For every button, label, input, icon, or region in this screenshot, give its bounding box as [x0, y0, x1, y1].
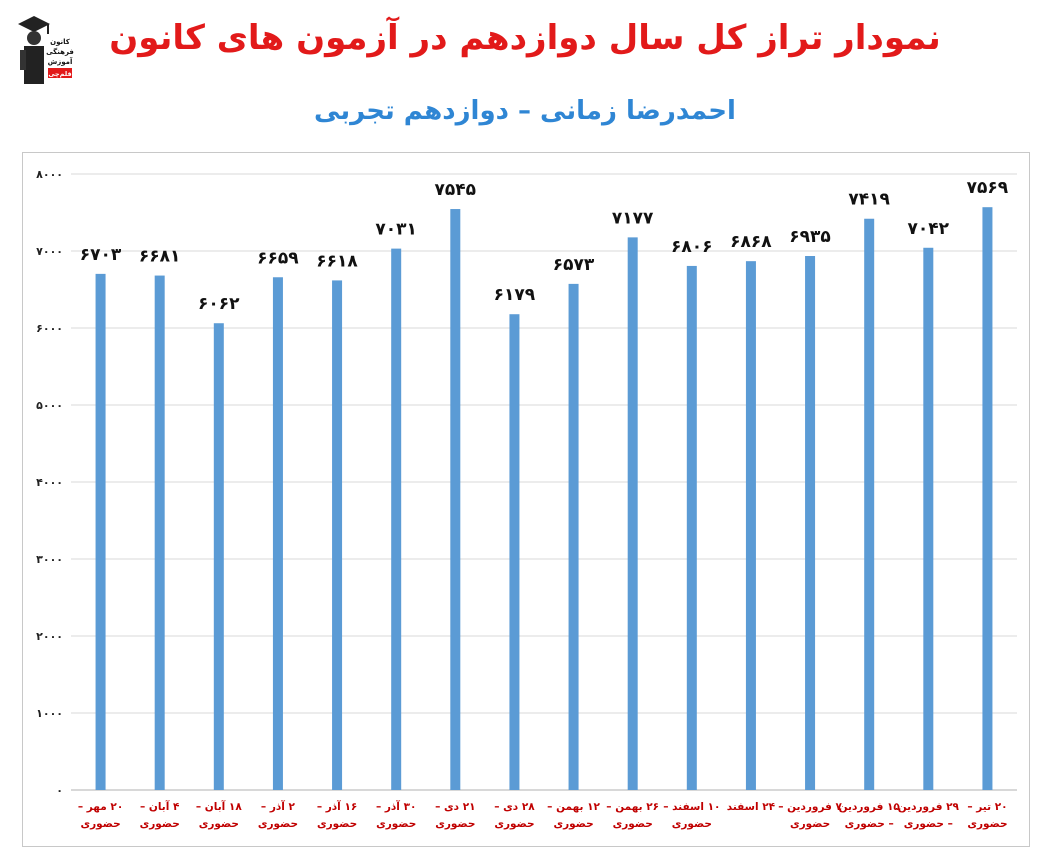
x-tick-label: ۲۸ دی – [494, 801, 535, 813]
logo-text-3: آموزش [48, 57, 73, 66]
bar [213, 323, 224, 790]
x-tick-label: حضوری [258, 818, 298, 830]
chart-area: ۰ ۱۰۰۰ ۲۰۰۰ ۳۰۰۰ ۴۰۰۰ ۵۰۰۰ ۶۰۰۰ ۷۰۰۰ ۸۰۰۰ ۶۷۰۳ ۲۰ … [22, 152, 1030, 847]
x-tick-label: ۲۰ تیر – [967, 801, 1007, 813]
x-tick-label: ۲۶ بهمن – [606, 801, 659, 813]
bar [450, 209, 461, 790]
bar [982, 207, 993, 790]
x-tick-label: ۲۱ دی – [435, 801, 475, 813]
x-tick-label: حضوری [376, 818, 416, 830]
data-label: ۷۱۷۷ [612, 208, 654, 228]
x-tick-label: حضوری [80, 818, 120, 830]
x-tick-label: – حضوری [904, 818, 953, 830]
x-tick-label: ۱۰ اسفند – [663, 801, 720, 813]
x-tick-label: ۲۰ مهر – [78, 801, 123, 813]
x-tick-label: ۲۹ فروردین [898, 801, 960, 813]
bar [332, 280, 343, 790]
data-label: ۶۶۱۸ [316, 251, 358, 271]
y-tick-label: ۶۰۰۰ [36, 322, 63, 335]
bar [568, 283, 579, 790]
x-tick-label: ۱۵ فروردین [839, 801, 901, 813]
y-tick-label: ۷۰۰۰ [36, 245, 63, 258]
y-tick-label: ۸۰۰۰ [36, 168, 63, 181]
x-tick-label: ۲۴ اسفند [727, 801, 776, 813]
x-tick-label: ۳۰ آذر – [376, 800, 416, 813]
x-tick-label: حضوری [317, 818, 357, 830]
bar [686, 265, 697, 790]
data-label: ۷۰۳۱ [375, 220, 417, 240]
bar [864, 218, 875, 790]
x-tick-label: حضوری [199, 818, 239, 830]
bar [154, 275, 165, 790]
data-label: ۶۰۶۲ [198, 294, 240, 314]
x-tick-label: حضوری [613, 818, 653, 830]
y-tick-label: ۳۰۰۰ [36, 553, 63, 566]
bar [272, 277, 283, 790]
x-tick-label: حضوری [140, 818, 180, 830]
y-tick-label: ۵۰۰۰ [36, 399, 63, 412]
data-label: ۷۰۴۲ [908, 219, 950, 239]
data-label: ۶۵۷۳ [553, 255, 595, 275]
data-label: ۶۶۸۱ [139, 247, 181, 267]
x-tick-label: ۱۶ آذر – [317, 800, 357, 813]
bar [95, 273, 106, 790]
chart-title: نمودار تراز کل سال دوازدهم در آزمون های … [109, 18, 941, 58]
x-tick-label: حضوری [553, 818, 593, 830]
bar [745, 261, 756, 790]
bar-chart: ۰ ۱۰۰۰ ۲۰۰۰ ۳۰۰۰ ۴۰۰۰ ۵۰۰۰ ۶۰۰۰ ۷۰۰۰ ۸۰۰۰ ۶۷۰۳ ۲۰ … [36, 168, 1017, 830]
data-label: ۶۶۵۹ [257, 248, 299, 268]
x-tick-label: حضوری [967, 818, 1007, 830]
data-label: ۶۹۳۵ [789, 227, 831, 247]
x-tick-label: ۲ آذر – [261, 800, 296, 813]
bar [627, 237, 638, 791]
logo-text-2: فرهنگی [46, 47, 74, 56]
chart-subtitle: احمدرضا زمانی – دوازدهم تجربی [314, 96, 736, 126]
bar [923, 247, 934, 790]
data-label: ۶۷۰۳ [80, 245, 122, 265]
x-tick-label: حضوری [790, 818, 830, 830]
data-label: ۶۸۶۸ [730, 232, 772, 252]
data-label: ۷۵۶۹ [967, 178, 1009, 198]
logo-text-4: قلم‌چی [48, 70, 71, 78]
data-label: ۶۸۰۶ [671, 237, 713, 257]
y-tick-label: ۰ [56, 784, 63, 797]
data-label: ۷۵۴۵ [435, 180, 477, 200]
data-label: ۷۴۱۹ [848, 190, 890, 210]
x-tick-label: – حضوری [845, 818, 894, 830]
x-tick-label: حضوری [435, 818, 475, 830]
bar [391, 248, 402, 790]
y-tick-label: ۲۰۰۰ [36, 630, 63, 643]
data-label: ۶۱۷۹ [494, 285, 536, 305]
x-tick-label: ۴ آبان – [140, 800, 180, 813]
bar [509, 314, 520, 790]
x-tick-label: حضوری [494, 818, 534, 830]
logo-text-1: کانون [50, 38, 71, 46]
y-tick-label: ۱۰۰۰ [36, 707, 63, 720]
x-tick-label: ۱۸ آبان – [196, 800, 242, 813]
x-tick-label: ۱۲ بهمن – [547, 801, 600, 813]
kanoon-logo: کانون فرهنگی آموزش قلم‌چی [14, 10, 74, 86]
x-tick-label: حضوری [672, 818, 712, 830]
y-tick-label: ۴۰۰۰ [36, 476, 63, 489]
x-tick-label: ۷ فروردین – [778, 801, 842, 813]
bar [805, 256, 816, 790]
